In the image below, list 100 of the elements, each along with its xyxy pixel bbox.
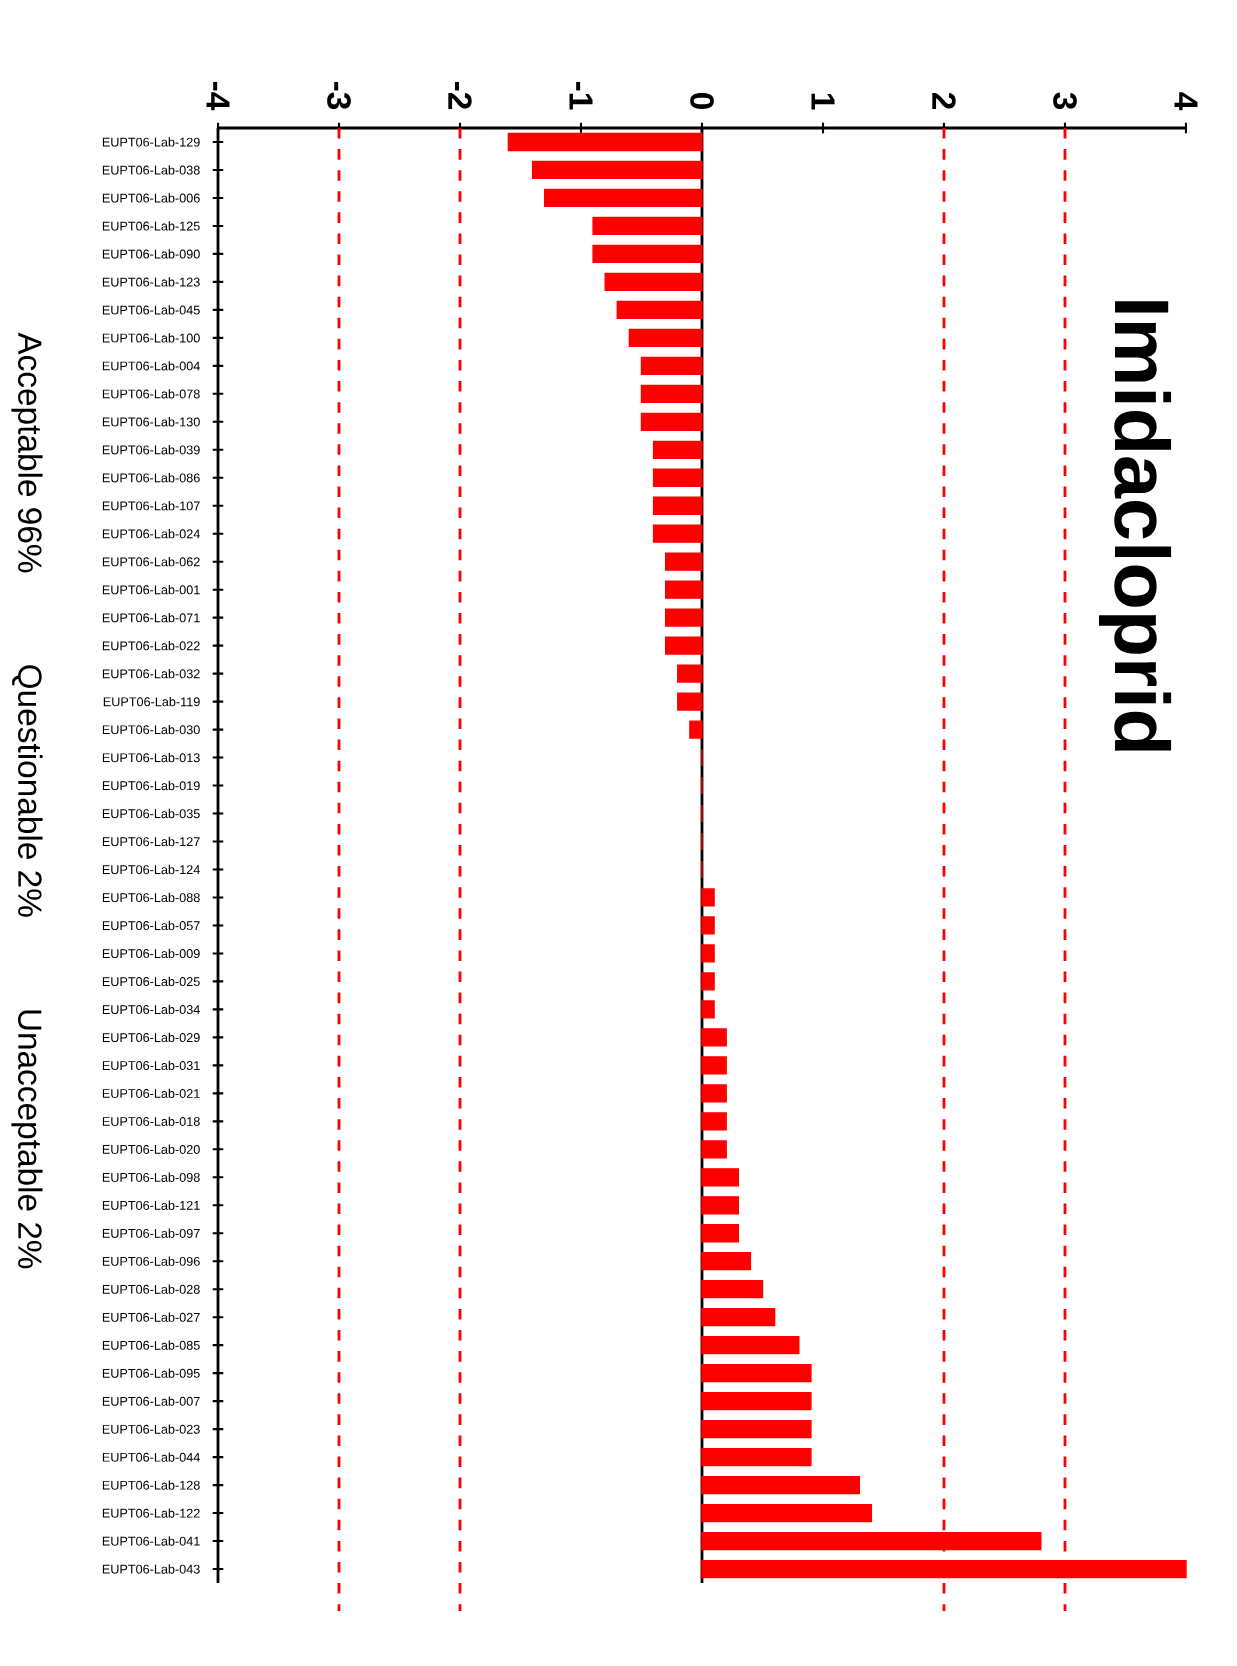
bar <box>701 1056 727 1075</box>
y-tick-label: EUPT06-Lab-085 <box>102 1340 200 1350</box>
bar <box>701 1112 727 1131</box>
y-tick-label: EUPT06-Lab-035 <box>102 808 200 819</box>
y-tick-label: EUPT06-Lab-031 <box>102 1060 200 1070</box>
bar <box>640 412 703 431</box>
bar <box>701 1503 873 1523</box>
y-tick-label: EUPT06-Lab-095 <box>102 1368 200 1378</box>
bar <box>701 1364 812 1383</box>
y-tick-label: EUPT06-Lab-038 <box>102 165 200 175</box>
y-tick-label: EUPT06-Lab-041 <box>102 1536 200 1546</box>
y-tick-label: EUPT06-Lab-122 <box>102 1508 200 1518</box>
bar <box>701 1168 740 1187</box>
bar <box>664 552 703 571</box>
bar <box>701 1000 715 1019</box>
bar <box>628 328 703 347</box>
bar <box>531 160 703 180</box>
y-tick-label: EUPT06-Lab-032 <box>102 668 200 679</box>
bar <box>677 664 703 683</box>
y-tick-label: EUPT06-Lab-107 <box>102 501 200 511</box>
bar <box>652 524 703 543</box>
y-tick-label: EUPT06-Lab-097 <box>102 1228 200 1238</box>
bar <box>616 300 703 320</box>
text: Unacceptable 2% <box>11 1010 43 1269</box>
y-tick-label: EUPT06-Lab-130 <box>102 417 200 427</box>
bar <box>701 1084 727 1103</box>
y-tick-label: EUPT06-Lab-124 <box>102 864 200 875</box>
y-tick-label: EUPT06-Lab-128 <box>102 1480 200 1490</box>
y-tick-label: EUPT06-Lab-044 <box>102 1452 200 1462</box>
bar <box>640 356 703 375</box>
y-tick-label: EUPT06-Lab-127 <box>102 836 200 847</box>
bar <box>701 1391 812 1411</box>
y-tick-label: EUPT06-Lab-088 <box>102 892 200 903</box>
x-tick-label: 3 <box>1053 92 1077 110</box>
y-tick-label: EUPT06-Lab-045 <box>102 305 200 315</box>
y-tick-label: EUPT06-Lab-043 <box>102 1564 200 1574</box>
x-tick-label: 4 <box>1174 92 1198 111</box>
y-tick-label: EUPT06-Lab-006 <box>102 193 200 203</box>
y-tick-label: EUPT06-Lab-078 <box>102 389 200 399</box>
bar <box>701 1336 800 1355</box>
y-tick-label: EUPT06-Lab-024 <box>102 529 200 539</box>
bar <box>689 720 703 739</box>
y-tick-label: EUPT06-Lab-004 <box>102 361 200 371</box>
x-tick-label: 0 <box>690 93 714 109</box>
text: Questionable 2% <box>12 665 43 917</box>
bar <box>701 1559 1187 1579</box>
y-tick-label: EUPT06-Lab-028 <box>102 1284 200 1294</box>
bar <box>640 384 703 403</box>
bar <box>664 636 703 655</box>
bar <box>701 944 715 963</box>
bar <box>543 188 703 208</box>
y-tick-label: EUPT06-Lab-125 <box>102 221 200 231</box>
y-tick-label: EUPT06-Lab-022 <box>102 640 200 651</box>
bar <box>507 132 703 152</box>
bar <box>701 888 715 907</box>
bar <box>701 1140 727 1159</box>
x-tick-label: 2 <box>932 92 956 109</box>
bar <box>701 1475 860 1495</box>
y-tick-label: EUPT06-Lab-119 <box>103 696 200 707</box>
y-tick-label: EUPT06-Lab-025 <box>102 976 200 987</box>
y-tick-label: EUPT06-Lab-057 <box>102 920 200 931</box>
text: Acceptable 96% <box>11 332 43 573</box>
bar <box>701 1280 764 1299</box>
y-tick-label: EUPT06-Lab-034 <box>102 1004 200 1015</box>
bar <box>701 1419 812 1439</box>
bar <box>701 1224 740 1243</box>
x-tick-label: -2 <box>448 81 472 109</box>
bar <box>592 216 703 236</box>
bar <box>652 496 703 515</box>
y-tick-label: EUPT06-Lab-123 <box>102 277 200 287</box>
bar <box>592 244 703 264</box>
y-tick-label: EUPT06-Lab-007 <box>102 1396 200 1406</box>
bar <box>664 608 703 627</box>
x-tick-label: 1 <box>811 93 835 110</box>
bar <box>652 440 703 459</box>
y-tick-label: EUPT06-Lab-062 <box>102 557 200 567</box>
y-tick-label: EUPT06-Lab-018 <box>102 1116 200 1126</box>
y-tick-label: EUPT06-Lab-013 <box>102 752 200 763</box>
bar <box>701 916 715 935</box>
bar <box>701 1196 740 1215</box>
bar <box>701 1447 812 1467</box>
y-tick-label: EUPT06-Lab-039 <box>102 445 200 455</box>
y-tick-label: EUPT06-Lab-020 <box>102 1144 200 1154</box>
y-tick-label: EUPT06-Lab-098 <box>102 1172 200 1182</box>
bar <box>701 972 715 991</box>
y-tick-label: EUPT06-Lab-100 <box>102 333 200 343</box>
bar <box>701 1252 752 1271</box>
y-tick-label: EUPT06-Lab-096 <box>102 1256 200 1266</box>
y-tick-label: EUPT06-Lab-019 <box>102 780 200 791</box>
y-tick-label: EUPT06-Lab-086 <box>102 473 200 483</box>
x-tick-label: -1 <box>569 81 593 110</box>
y-tick-label: EUPT06-Lab-023 <box>102 1424 200 1434</box>
y-tick-label: EUPT06-Lab-029 <box>102 1032 200 1043</box>
bar <box>604 272 703 292</box>
bar <box>664 580 703 599</box>
bar <box>677 692 703 711</box>
bar <box>701 1028 727 1047</box>
y-tick-label: EUPT06-Lab-129 <box>102 137 200 147</box>
y-tick-label: EUPT06-Lab-090 <box>102 249 200 259</box>
y-tick-label: EUPT06-Lab-121 <box>102 1200 200 1210</box>
